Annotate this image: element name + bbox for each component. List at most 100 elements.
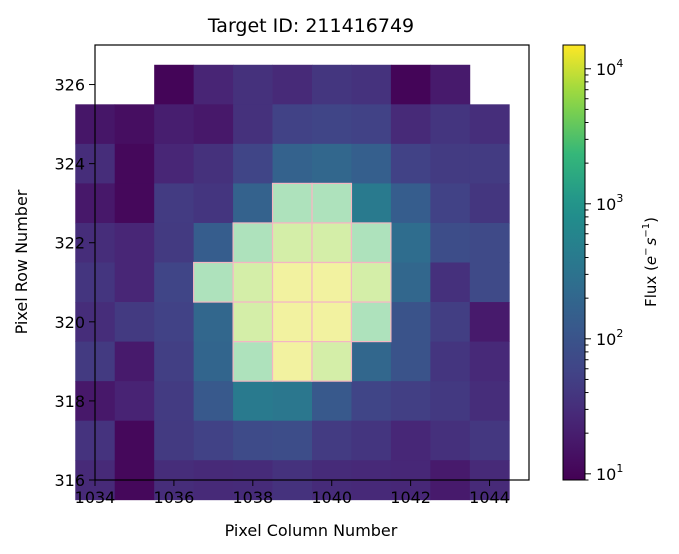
heatmap-cell xyxy=(351,183,392,224)
heatmap-cell xyxy=(114,302,155,342)
heatmap-cell xyxy=(430,183,471,224)
aperture-mask-cell xyxy=(271,261,313,303)
heatmap-cell xyxy=(351,143,392,184)
colorbar-label: Flux (e− s−1) xyxy=(641,217,660,307)
heatmap-cell xyxy=(469,341,510,382)
heatmap-cell xyxy=(390,222,431,263)
heatmap-cell xyxy=(233,183,273,224)
heatmap-cell xyxy=(193,64,234,105)
heatmap-cell xyxy=(272,143,313,184)
heatmap-cell xyxy=(351,381,392,422)
heatmap-cell xyxy=(154,302,195,342)
heatmap-cell xyxy=(469,262,510,303)
x-tick-label: 1038 xyxy=(232,488,273,507)
heatmap-cell xyxy=(154,420,195,461)
x-tick-label: 1042 xyxy=(390,488,431,507)
aperture-mask-cell xyxy=(193,261,234,303)
heatmap-cell xyxy=(390,64,431,105)
heatmap-cell xyxy=(469,420,510,461)
colorbar-tick-label: 101 xyxy=(596,462,623,484)
heatmap-cell xyxy=(390,183,431,224)
colorbar-label-sup2: −1 xyxy=(641,223,652,238)
aperture-mask-cell xyxy=(232,340,274,382)
colorbar-tick-label: 103 xyxy=(596,192,623,214)
heatmap-cell xyxy=(193,104,234,145)
y-tick-label: 324 xyxy=(54,155,85,174)
heatmap-cell xyxy=(312,64,352,105)
heatmap-cell xyxy=(351,104,392,145)
y-tick-label: 318 xyxy=(54,392,85,411)
aperture-mask-cell xyxy=(350,301,392,343)
heatmap-cell xyxy=(114,420,155,461)
heatmap-cell xyxy=(390,302,431,342)
aperture-mask-cell xyxy=(311,340,353,382)
chart-title: Target ID: 211416749 xyxy=(207,15,414,37)
heatmap-cell xyxy=(272,64,313,105)
heatmap-cell xyxy=(233,381,273,422)
colorbar-label-e: e xyxy=(642,256,660,265)
aperture-mask-cell xyxy=(311,261,353,303)
heatmap-cell xyxy=(154,143,195,184)
heatmap-cell xyxy=(312,420,352,461)
heatmap-cell xyxy=(312,381,352,422)
heatmap-cell xyxy=(469,183,510,224)
heatmap-cell xyxy=(390,341,431,382)
heatmap-cell xyxy=(390,420,431,461)
heatmap-cell xyxy=(272,381,313,422)
x-tick-label: 1044 xyxy=(469,488,510,507)
aperture-mask-cell xyxy=(271,301,313,343)
aperture-mask-cell xyxy=(350,222,392,264)
aperture-mask-cell xyxy=(271,222,313,264)
heatmap-cell xyxy=(193,143,234,184)
aperture-mask-cell xyxy=(232,261,274,303)
heatmap-cell xyxy=(469,222,510,263)
heatmap-cell xyxy=(114,183,155,224)
heatmap-cell xyxy=(193,420,234,461)
heatmap-cell xyxy=(312,104,352,145)
heatmap-cell xyxy=(154,64,195,105)
heatmap-cell xyxy=(351,341,392,382)
heatmap-cell xyxy=(114,104,155,145)
heatmap-cell xyxy=(114,341,155,382)
heatmap-cell xyxy=(272,104,313,145)
aperture-mask-cell xyxy=(350,261,392,303)
colorbar-label-suffix: ) xyxy=(642,217,660,223)
heatmap-cell xyxy=(193,341,234,382)
aperture-mask-cell xyxy=(311,301,353,343)
y-tick-label: 320 xyxy=(54,313,85,332)
heatmap-cell xyxy=(233,143,273,184)
colorbar-label-sup1: − xyxy=(641,248,652,256)
heatmap-cell xyxy=(469,381,510,422)
aperture-mask-cell xyxy=(271,182,313,224)
x-axis: 1034 1036 1038 1040 1042 1044 xyxy=(75,480,510,507)
y-axis: 316 318 320 322 324 326 xyxy=(54,76,95,490)
heatmap-cell xyxy=(233,104,273,145)
heatmap-cell xyxy=(193,381,234,422)
heatmap-cell xyxy=(193,222,234,263)
heatmap-cell xyxy=(430,302,471,342)
heatmap-cell xyxy=(154,381,195,422)
x-tick-label: 1040 xyxy=(311,488,352,507)
heatmap-cell xyxy=(469,104,510,145)
aperture-mask xyxy=(193,182,392,382)
heatmap-cell xyxy=(430,262,471,303)
heatmap-cell xyxy=(154,183,195,224)
heatmap-cell xyxy=(193,302,234,342)
colorbar xyxy=(562,44,586,481)
heatmap-cell xyxy=(390,381,431,422)
y-tick-label: 316 xyxy=(54,471,85,490)
heatmap-cell xyxy=(233,64,273,105)
heatmap-cell xyxy=(272,420,313,461)
aperture-mask-cell xyxy=(232,301,274,343)
heatmap-cell xyxy=(351,64,392,105)
heatmap-cell xyxy=(430,222,471,263)
colorbar-tick-label: 102 xyxy=(596,327,623,349)
heatmap-cell xyxy=(430,381,471,422)
heatmap-cell xyxy=(312,143,352,184)
aperture-mask-cell xyxy=(271,340,313,382)
x-tick-label: 1036 xyxy=(154,488,195,507)
colorbar-ticks: 101 102 103 104 xyxy=(585,57,623,484)
heatmap-cell xyxy=(154,262,195,303)
heatmap-cell xyxy=(154,341,195,382)
aperture-mask-cell xyxy=(311,222,353,264)
